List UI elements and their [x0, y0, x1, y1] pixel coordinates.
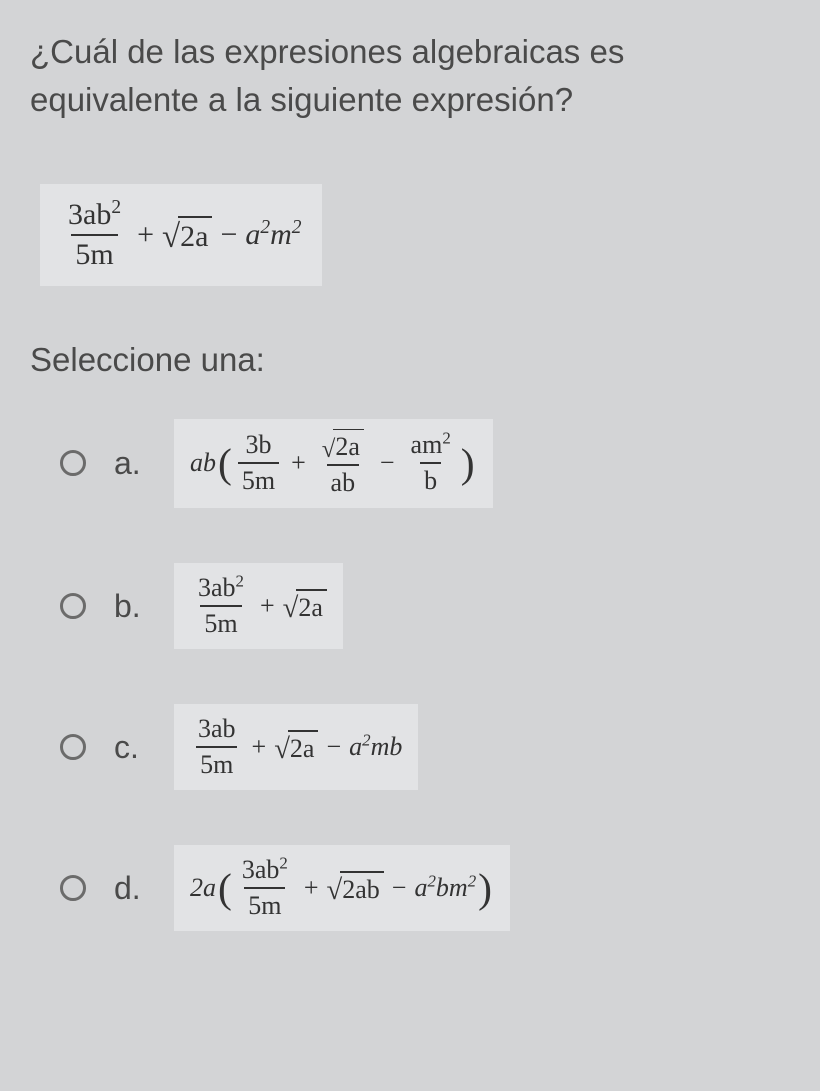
radio-b[interactable] — [60, 593, 86, 619]
radio-d[interactable] — [60, 875, 86, 901]
option-d[interactable]: d. 2a ( 3ab2 5m + √2ab − a2bm2 ) — [60, 845, 790, 931]
radio-c[interactable] — [60, 734, 86, 760]
option-expression: ab ( 3b 5m + √2a ab − am2 b ) — [174, 419, 493, 509]
radio-a[interactable] — [60, 450, 86, 476]
option-letter: c. — [114, 729, 174, 766]
question-text: ¿Cuál de las expresiones algebraicas es … — [30, 28, 790, 124]
option-c[interactable]: c. 3ab 5m + √2a − a2mb — [60, 704, 790, 790]
select-prompt: Seleccione una: — [30, 341, 790, 379]
option-letter: b. — [114, 588, 174, 625]
option-a[interactable]: a. ab ( 3b 5m + √2a ab − am2 b ) — [60, 419, 790, 509]
option-expression: 3ab 5m + √2a − a2mb — [174, 704, 418, 790]
option-expression: 2a ( 3ab2 5m + √2ab − a2bm2 ) — [174, 845, 510, 931]
option-expression: 3ab2 5m + √2a — [174, 563, 343, 649]
option-letter: a. — [114, 445, 174, 482]
option-letter: d. — [114, 870, 174, 907]
main-expression: 3ab2 5m + √2a − a2m2 — [40, 184, 322, 286]
option-b[interactable]: b. 3ab2 5m + √2a — [60, 563, 790, 649]
